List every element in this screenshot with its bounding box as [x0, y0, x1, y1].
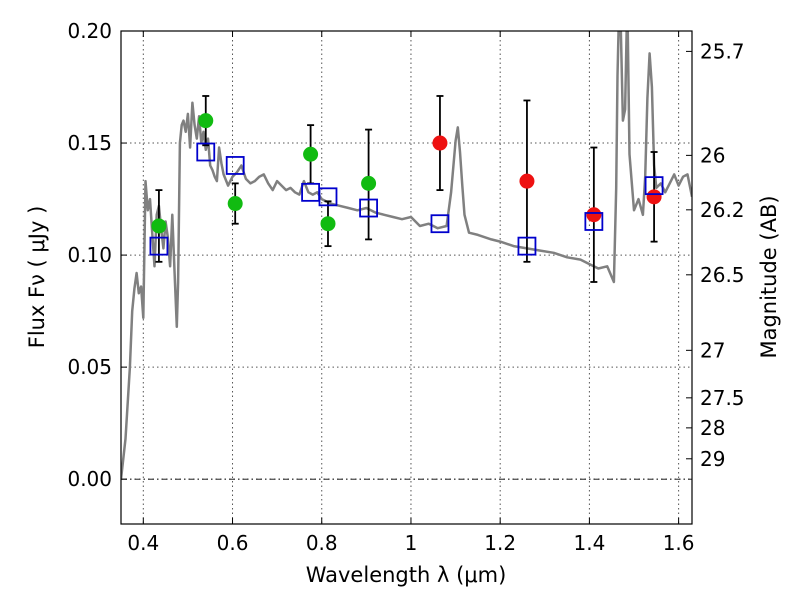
- y2-axis-label: Magnitude (AB): [757, 195, 781, 358]
- x-tick-label: 1.2: [484, 531, 516, 555]
- model-flux-square-marker: [149, 236, 169, 256]
- y-tick-label: 0.10: [67, 243, 112, 267]
- mag-tick-label: 26: [700, 143, 725, 167]
- model-flux-square-marker: [517, 236, 537, 256]
- model-flux-square-marker: [359, 198, 378, 218]
- mag-tick-label: 26.5: [700, 263, 745, 287]
- x-tick-label: 0.6: [217, 531, 249, 555]
- plot-background: [121, 31, 692, 524]
- y-tick-label: 0.20: [67, 19, 112, 43]
- y-axis-label: Flux Fν ( μJy ): [25, 206, 49, 349]
- x-tick-label: 1: [405, 531, 418, 555]
- model-spectrum-line: [121, 31, 692, 480]
- green-data-point: [320, 216, 336, 232]
- model-flux-square-marker: [318, 187, 338, 207]
- red-data-point: [586, 207, 602, 223]
- y-tick-label: 0.00: [67, 467, 112, 491]
- model-flux-square-marker: [196, 142, 216, 162]
- x-tick-label: 1.6: [663, 531, 695, 555]
- mag-tick-label: 27: [700, 338, 725, 362]
- mag-tick-label: 25.7: [700, 39, 745, 63]
- green-data-point: [361, 175, 377, 191]
- red-data-point: [646, 189, 662, 205]
- red-data-point: [519, 173, 535, 189]
- x-tick-label: 0.4: [127, 531, 159, 555]
- model-flux-square-marker: [430, 214, 450, 234]
- x-tick-label: 0.8: [306, 531, 338, 555]
- green-data-point: [198, 113, 214, 129]
- mag-tick-label: 27.5: [700, 386, 745, 410]
- model-flux-square-marker: [584, 212, 604, 231]
- green-data-point: [151, 218, 167, 234]
- mag-tick-label: 29: [700, 447, 725, 471]
- x-axis-label: Wavelength λ (μm): [306, 563, 507, 587]
- mag-tick-label: 26.2: [700, 198, 745, 222]
- y-tick-label: 0.15: [67, 131, 112, 155]
- red-data-point: [432, 135, 448, 151]
- green-data-point: [303, 146, 319, 162]
- plot-frame: [120, 30, 693, 525]
- model-flux-square-marker: [225, 156, 245, 175]
- x-tick-label: 1.4: [573, 531, 605, 555]
- model-flux-square-marker: [644, 176, 664, 196]
- mag-tick-label: 28: [700, 416, 725, 440]
- axes: 0.4 0.6 0.8 1 1.2 1.4 1.6 0.00 0.05 0.10 0.15 0.20 2…: [67, 19, 744, 555]
- plot-area: [121, 31, 692, 480]
- green-data-point: [227, 196, 243, 212]
- y-tick-label: 0.05: [67, 355, 112, 379]
